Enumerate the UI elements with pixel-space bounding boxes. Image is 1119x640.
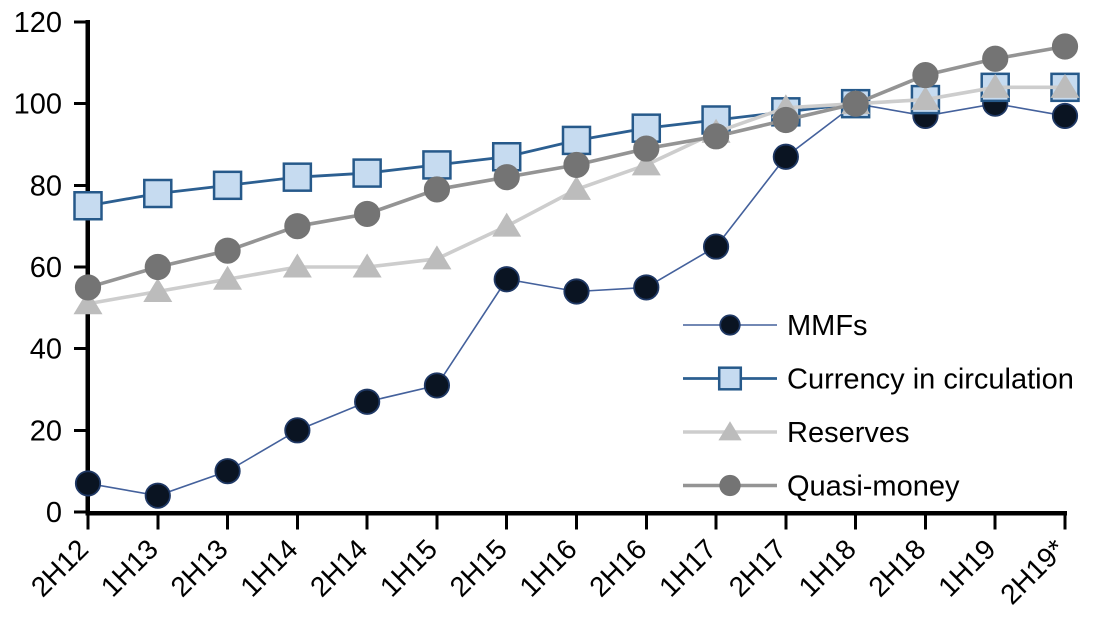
currency-in-circulation-point-1h14: [282, 162, 313, 192]
reserves-point-2h12: [73, 290, 103, 315]
mmfs-legend-marker: [719, 314, 741, 336]
y-tick-label: 60: [30, 252, 62, 284]
y-tick-label: 80: [30, 170, 62, 202]
reserves-point-1h13: [143, 278, 173, 302]
mmfs-point-2h12: [74, 470, 102, 497]
currency-in-circulation-point-2h13: [212, 170, 243, 201]
currency-in-circulation-point-1h16: [561, 125, 592, 156]
currency-in-circulation-point-1h13: [143, 178, 173, 209]
reserves-point-2h14: [352, 253, 382, 278]
reserves-point-1h15: [422, 245, 452, 270]
x-tick-label: 2H19*: [994, 533, 1071, 610]
reserves-point-2h16: [631, 151, 661, 176]
legend-item-mmfs: MMFs: [683, 310, 868, 342]
quasi-money-point-2h16: [633, 135, 660, 162]
quasi-money-point-1h15: [423, 176, 451, 203]
reserves-point-2h13: [213, 265, 243, 290]
quasi-money-point-1h13: [144, 253, 171, 281]
x-tick-label: 1H14: [234, 533, 303, 602]
x-tick-label: 2H18: [862, 533, 931, 602]
legend-label: Currency in circulation: [787, 364, 1074, 396]
y-tick-label: 0: [46, 497, 62, 529]
quasi-money-point-1h17: [702, 123, 730, 150]
mmfs-point-2h15: [493, 266, 520, 293]
currency-in-circulation-point-1h15: [422, 150, 452, 180]
quasi-money-point-2h18: [912, 61, 939, 89]
quasi-money-point-1h14: [284, 213, 311, 240]
quasi-money-point-2h19: [1051, 33, 1079, 60]
x-tick-label: 1H15: [374, 533, 443, 602]
quasi-money-point-1h19: [982, 45, 1009, 72]
mmfs-point-2h14: [354, 388, 381, 415]
x-tick-label: 2H14: [304, 533, 373, 602]
x-tick-label: 2H13: [165, 533, 234, 602]
legend: MMFs Currency in circulation Reserves Quasi…: [683, 310, 1074, 503]
axes: [74, 20, 1067, 530]
series-mmfs: [74, 90, 1079, 509]
x-tick-label: 2H12: [25, 533, 94, 602]
mmfs-point-2h19: [1051, 102, 1079, 130]
mmfs-point-1h16: [563, 278, 590, 305]
quasi-money-point-2h12: [74, 274, 102, 301]
legend-label: Reserves: [787, 417, 910, 449]
quasi-money-point-2h15: [493, 164, 520, 191]
x-tick-label: 2H15: [444, 533, 513, 602]
currency-in-circulation-point-2h12: [73, 191, 103, 221]
legend-item-reserves: Reserves: [683, 417, 910, 449]
quasi-money-legend-marker: [719, 474, 741, 497]
currency-in-circulation-point-2h14: [352, 158, 382, 188]
x-tick-label: 2H16: [583, 533, 652, 602]
reserves-point-2h18: [910, 86, 940, 111]
mmfs-point-1h14: [284, 417, 311, 444]
reserves-legend-marker: [718, 421, 742, 441]
x-tick-label: 1H16: [513, 533, 582, 602]
quasi-money-point-2h14: [354, 200, 381, 228]
mmfs-point-1h15: [423, 372, 451, 399]
legend-label: Quasi-money: [787, 471, 960, 503]
x-tick-label: 1H13: [95, 533, 164, 602]
x-tick-label: 2H17: [723, 533, 792, 602]
y-tick-label: 40: [30, 334, 62, 366]
x-tick-label: 1H19: [932, 533, 1001, 602]
series-quasi-money: [74, 33, 1079, 301]
legend-item-currency-in-circulation: Currency in circulation: [683, 364, 1074, 396]
reserves-point-1h16: [562, 175, 591, 200]
reserves-point-1h19: [980, 73, 1010, 98]
x-tick-label: 1H18: [793, 533, 862, 602]
quasi-money-point-2h17: [772, 106, 799, 134]
reserves-point-1h14: [282, 253, 312, 278]
currency-in-circulation-legend-marker: [717, 366, 743, 391]
y-tick-label: 20: [30, 415, 62, 447]
quasi-money-point-1h16: [563, 151, 590, 179]
y-tick-label: 120: [14, 7, 62, 39]
mmfs-point-2h17: [772, 143, 799, 170]
y-tick-label: 100: [14, 89, 62, 121]
mmfs-point-2h13: [214, 458, 241, 485]
legend-label: MMFs: [787, 310, 868, 342]
x-tick-label: 1H17: [653, 533, 722, 602]
mmfs-point-1h13: [144, 482, 171, 509]
reserves-point-2h15: [492, 212, 522, 237]
mmfs-point-1h17: [702, 233, 730, 260]
mmfs-point-2h16: [633, 274, 660, 301]
legend-item-quasi-money: Quasi-money: [683, 471, 960, 503]
quasi-money-point-1h18: [842, 90, 869, 117]
quasi-money-point-2h13: [214, 237, 241, 264]
reserves-point-2h19: [1050, 73, 1080, 98]
